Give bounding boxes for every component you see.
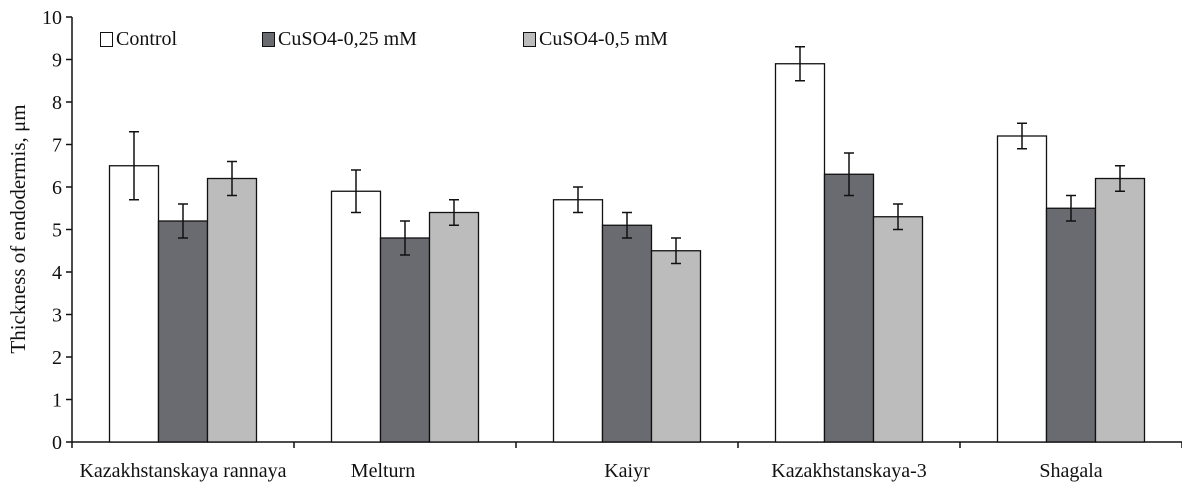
bar [428, 211, 480, 443]
bar [823, 173, 875, 443]
bar [552, 199, 604, 443]
x-category-label: Melturn [351, 460, 415, 482]
y-tick-label: 0 [52, 432, 62, 454]
legend-swatch-control [100, 32, 113, 47]
legend-item-control: Control [100, 28, 177, 51]
legend-label-cuso4-05: CuSO4-0,5 mM [539, 28, 668, 50]
y-tick-label: 5 [52, 220, 62, 242]
bar [157, 220, 209, 443]
bar [379, 237, 431, 443]
x-category-label: Kazakhstanskaya rannaya [79, 460, 286, 482]
legend-swatch-cuso4-025 [262, 32, 275, 47]
bar [601, 224, 653, 443]
x-axis: Kazakhstanskaya rannaya Melturn Kaiyr Kazak… [71, 441, 1182, 482]
x-category-label: Kazakhstanskaya-3 [771, 460, 927, 482]
bar [330, 190, 382, 443]
bar [1045, 207, 1097, 443]
x-category-label: Shagala [1039, 460, 1102, 482]
bar [650, 250, 702, 443]
legend-swatch-cuso4-05 [523, 32, 536, 47]
bar [872, 216, 924, 443]
legend-label-control: Control [116, 28, 178, 50]
y-axis: 0 1 2 3 4 5 6 7 8 9 10 [42, 7, 73, 454]
y-tick-label: 4 [52, 262, 62, 284]
bar [996, 135, 1048, 443]
y-tick-label: 3 [52, 305, 62, 327]
bar [206, 177, 258, 443]
x-category-label: Kaiyr [604, 460, 650, 482]
y-tick-label: 9 [52, 50, 62, 72]
y-tick-label: 7 [52, 135, 62, 157]
y-tick-label: 1 [52, 390, 62, 412]
bars [108, 63, 1146, 443]
legend-item-cuso4-025: CuSO4-0,25 mM [262, 28, 417, 51]
y-tick-label: 8 [52, 92, 62, 114]
y-axis-label: Thickness of endodermis, μm [6, 104, 30, 354]
y-tick-label: 10 [42, 7, 62, 29]
error-bars [129, 46, 1125, 265]
bar [774, 63, 826, 443]
legend-label-cuso4-025: CuSO4-0,25 mM [278, 28, 417, 50]
y-tick-label: 6 [52, 177, 62, 199]
y-tick-label: 2 [52, 347, 62, 369]
bar [108, 165, 160, 443]
bar [1094, 177, 1146, 443]
legend-item-cuso4-05: CuSO4-0,5 mM [523, 28, 668, 51]
